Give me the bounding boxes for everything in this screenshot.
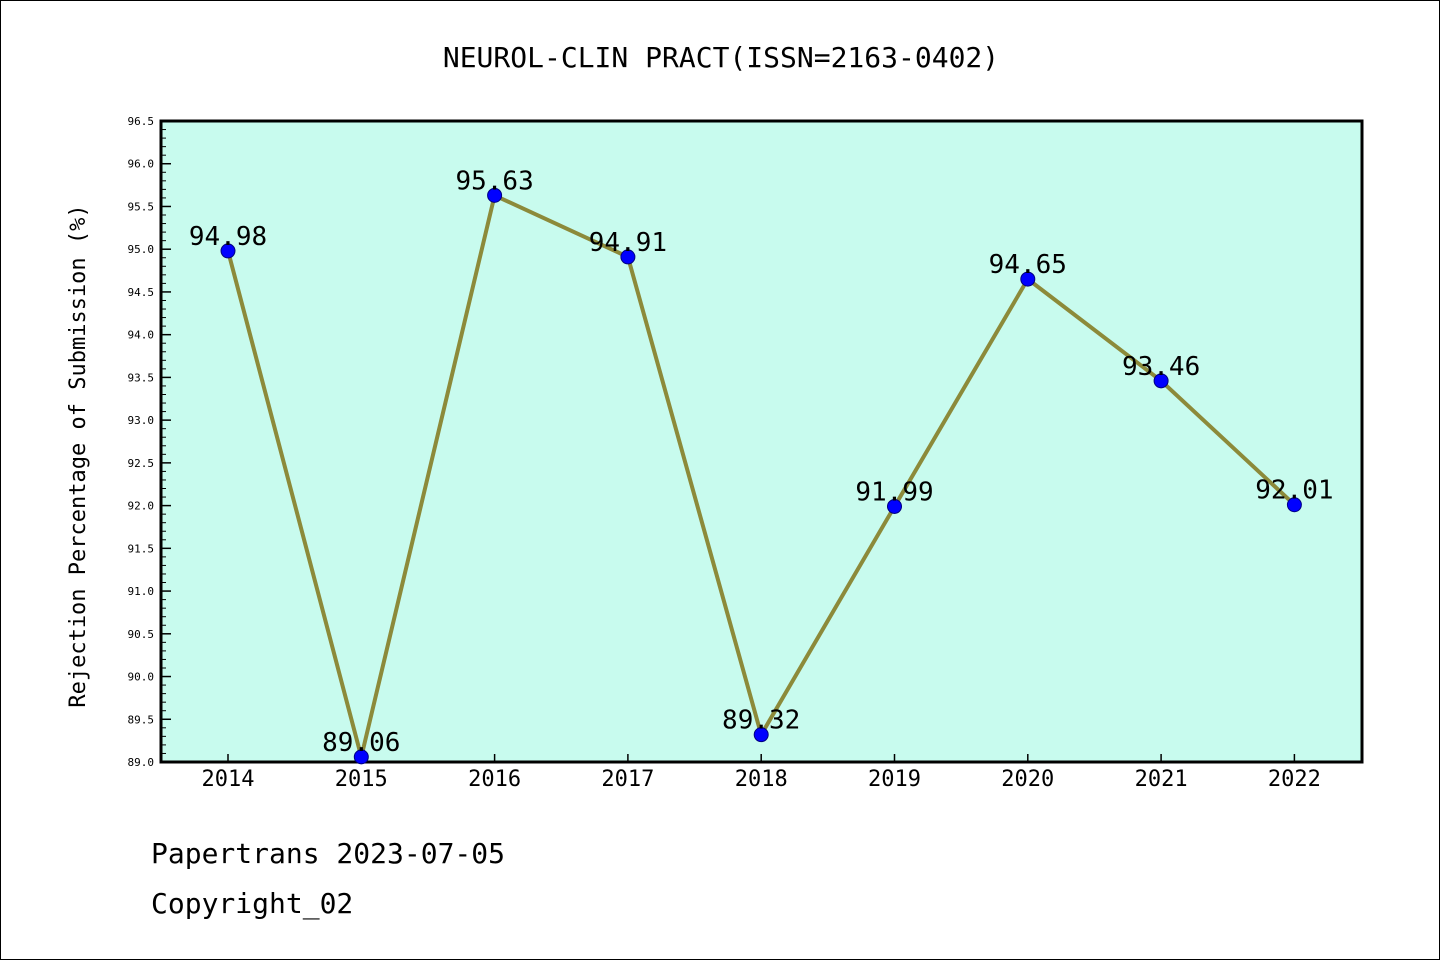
- data-label: 91.99: [855, 477, 933, 507]
- data-point-marker: [753, 727, 769, 743]
- y-tick-label: 90.0: [128, 671, 155, 684]
- x-axis-ticks: 2014 2015 2016 2017 2018 2019 2020 2021 2022: [202, 754, 1321, 792]
- data-point-marker: [487, 187, 503, 203]
- data-label: 89.32: [722, 706, 800, 736]
- x-tick-label: 2018: [735, 767, 788, 792]
- y-tick-label: 93.5: [128, 371, 155, 384]
- x-tick-label: 2022: [1268, 767, 1321, 792]
- y-tick-label: 89.0: [128, 756, 155, 769]
- data-point-marker: [1153, 373, 1169, 389]
- y-tick-label: 89.5: [128, 713, 155, 726]
- y-axis-label: Rejection Percentage of Submission (%): [66, 204, 91, 707]
- data-markers: [220, 187, 1302, 765]
- data-label: 92.01: [1255, 476, 1333, 506]
- copyright-text: Copyright_02: [151, 887, 354, 920]
- data-point-marker: [1020, 271, 1036, 287]
- y-tick-label: 93.0: [128, 414, 155, 427]
- y-tick-label: 92.0: [128, 500, 155, 513]
- x-tick-label: 2016: [468, 767, 521, 792]
- y-tick-label: 95.0: [128, 243, 155, 256]
- chart-title: NEUROL-CLIN PRACT(ISSN=2163-0402): [443, 41, 999, 74]
- source-date-text: Papertrans 2023-07-05: [151, 837, 506, 870]
- plot-area: [159, 119, 1364, 764]
- x-tick-label: 2021: [1135, 767, 1188, 792]
- y-tick-label: 90.5: [128, 628, 155, 641]
- x-tick-label: 2017: [601, 767, 654, 792]
- x-tick-label: 2020: [1001, 767, 1054, 792]
- data-point-marker: [220, 243, 236, 259]
- x-tick-label: 2019: [868, 767, 921, 792]
- y-tick-label: 91.0: [128, 585, 155, 598]
- y-axis-ticks: 89.0 89.5 90.0 90.5 91.0 91.5 92.0 92.5 93.0 93.5…: [128, 115, 171, 769]
- y-tick-label: 92.5: [128, 457, 155, 470]
- data-labels: 94.98 89.06 95.63 94.91 89.32 91.99 94.65 93.46…: [189, 166, 1334, 758]
- data-point-marker: [353, 749, 369, 765]
- x-tick-label: 2015: [335, 767, 388, 792]
- y-tick-label: 96.0: [128, 158, 155, 171]
- x-tick-label: 2014: [202, 767, 255, 792]
- y-tick-label: 95.5: [128, 200, 155, 213]
- data-label: 93.46: [1122, 352, 1200, 382]
- data-point-marker: [620, 249, 636, 265]
- data-label: 95.63: [455, 166, 533, 196]
- data-label: 89.06: [322, 728, 400, 758]
- y-tick-label: 96.5: [128, 115, 155, 128]
- data-point-marker: [1286, 497, 1302, 513]
- y-tick-label: 94.5: [128, 286, 155, 299]
- data-point-marker: [887, 498, 902, 514]
- data-label: 94.98: [189, 222, 267, 252]
- data-label: 94.65: [989, 250, 1067, 280]
- y-tick-label: 91.5: [128, 542, 155, 555]
- data-label: 94.91: [589, 228, 667, 258]
- y-tick-label: 94.0: [128, 329, 155, 342]
